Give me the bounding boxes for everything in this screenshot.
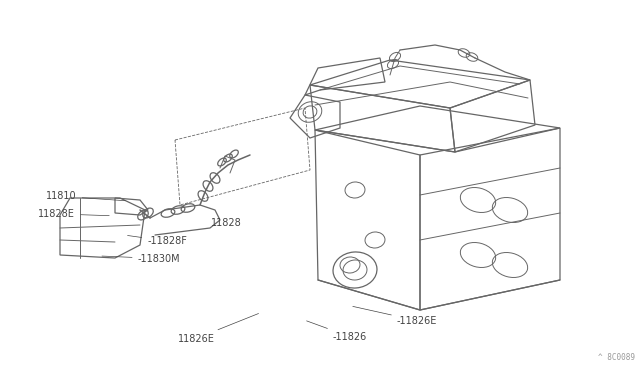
Text: -11826E: -11826E [353, 307, 437, 326]
Text: 11810: 11810 [46, 192, 125, 201]
Text: 11828E: 11828E [38, 209, 109, 219]
Text: -11828F: -11828F [127, 235, 187, 246]
Text: ^ 8C0089: ^ 8C0089 [598, 353, 635, 362]
Text: 11826E: 11826E [177, 314, 259, 343]
Text: -11826: -11826 [307, 321, 367, 341]
Text: -11830M: -11830M [102, 254, 180, 263]
Text: 11828: 11828 [211, 218, 242, 228]
